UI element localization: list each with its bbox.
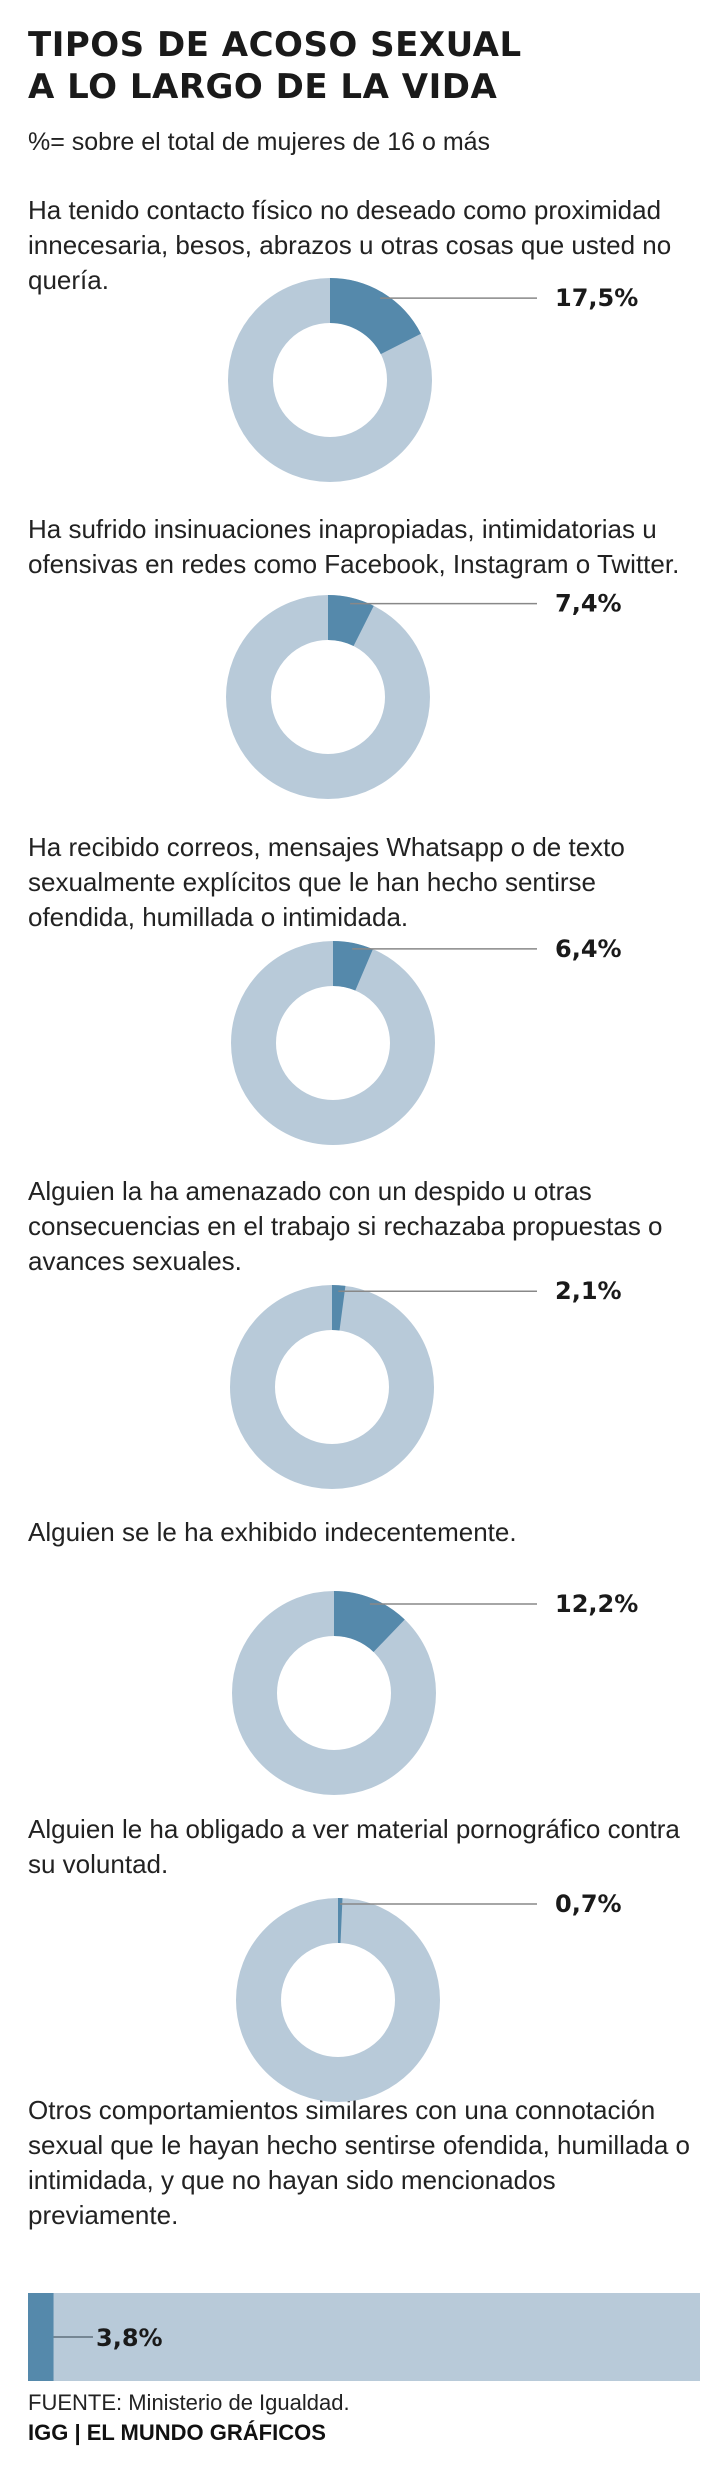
value-label: 0,7% [555, 1890, 622, 1918]
donut-segment [326, 595, 374, 647]
source-note: FUENTE: Ministerio de Igualdad. [28, 2390, 350, 2415]
chart-title-line: TIPOS DE ACOSO SEXUAL [28, 25, 522, 65]
question-label: Ha sufrido insinuaciones inapropiadas, i… [28, 514, 680, 579]
value-label: 17,5% [555, 284, 638, 312]
question-label: Alguien se le ha exhibido indecentemente… [28, 1517, 517, 1547]
donut-ring [231, 941, 435, 1145]
donut-segment [329, 278, 421, 355]
value-label: 6,4% [555, 935, 622, 963]
value-label: 3,8% [96, 2324, 163, 2352]
value-label: 2,1% [555, 1277, 622, 1305]
question-label: Alguien le ha obligado a ver material po… [28, 1814, 680, 1879]
donut-ring [226, 595, 430, 799]
question-label: Ha recibido correos, mensajes Whatsapp o… [28, 832, 625, 932]
bar-fill [28, 2293, 54, 2381]
donut-ring [230, 1285, 434, 1489]
chart-title: TIPOS DE ACOSO SEXUAL A LO LARGO DE LA V… [28, 24, 688, 108]
donut-ring [232, 1591, 436, 1795]
donut-segment [331, 1284, 346, 1331]
credit-line: IGG | EL MUNDO GRÁFICOS [28, 2420, 326, 2445]
value-label: 12,2% [555, 1590, 638, 1618]
donut-ring [236, 1898, 440, 2102]
chart-subtitle: %= sobre el total de mujeres de 16 o más [28, 128, 491, 156]
question-label: Alguien la ha amenazado con un despido u… [28, 1176, 663, 1276]
chart-title-line: A LO LARGO DE LA VIDA [28, 67, 498, 107]
bar-track [28, 2293, 700, 2381]
donut-segment [332, 941, 373, 991]
question-label: Ha tenido contacto físico no deseado com… [28, 195, 672, 295]
donut-segment [333, 1591, 405, 1653]
value-label: 7,4% [555, 590, 622, 618]
